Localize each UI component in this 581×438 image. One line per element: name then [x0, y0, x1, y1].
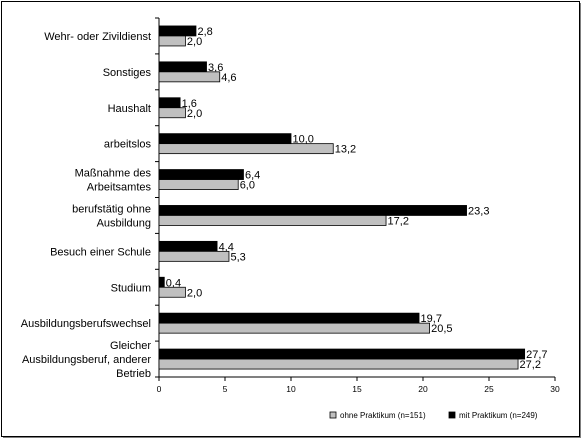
- data-label: 19,7: [421, 313, 442, 325]
- bar-mit-praktikum: [158, 205, 467, 216]
- data-label: 1,6: [182, 98, 197, 110]
- bar-ohne-praktikum: [158, 286, 186, 298]
- category-label: Studium: [111, 282, 151, 294]
- category-label-line: Betrieb: [116, 368, 151, 380]
- bar-mit-praktikum: [158, 133, 292, 145]
- bar-mit-praktikum: [158, 97, 181, 109]
- bar-ohne-praktikum: [158, 250, 230, 262]
- bar-ohne-praktikum: [158, 322, 431, 334]
- category-label: Besuch einer Schule: [50, 246, 151, 258]
- bar-ohne-praktikum: [158, 358, 519, 370]
- data-label: 27,2: [520, 359, 541, 371]
- bar-mit-praktikum: [158, 169, 244, 180]
- data-label: 2,0: [187, 287, 202, 299]
- bar-mit-praktikum: [158, 348, 526, 360]
- data-label: 4,6: [221, 72, 236, 84]
- category-label: arbeitslos: [104, 139, 152, 151]
- category-label-line: Ausbildung: [97, 217, 151, 229]
- legend-swatch-ohne: [329, 411, 337, 419]
- bar-ohne-praktikum: [158, 215, 387, 226]
- data-label: 10,0: [293, 134, 314, 146]
- bar-mit-praktikum: [158, 276, 165, 288]
- x-tick-label: 15: [352, 384, 362, 394]
- category-label-line: Gleicher: [110, 340, 151, 352]
- category-label-line: Haushalt: [108, 103, 151, 115]
- category-label-line: Arbeitsamtes: [87, 182, 152, 194]
- legend-swatch-mit: [448, 411, 456, 419]
- bar-mit-praktikum: [158, 240, 218, 252]
- category-label: Maßnahme des Arbeitsamtes: [75, 168, 152, 194]
- category-label: Sonstiges: [103, 67, 152, 79]
- data-label: 17,2: [388, 215, 409, 227]
- legend-label: mit Praktikum (n=249): [459, 411, 538, 420]
- data-label: 2,0: [187, 36, 202, 48]
- bar-ohne-praktikum: [158, 107, 186, 119]
- category-label: Ausbildungsberufswechsel: [21, 318, 151, 330]
- x-tick-label: 25: [484, 384, 494, 394]
- x-tick-label: 5: [223, 384, 228, 394]
- x-tick-label: 0: [157, 384, 162, 394]
- data-label: 0,4: [166, 277, 181, 289]
- category-label: berufstätig ohne Ausbildung: [72, 203, 151, 229]
- bar-ohne-praktikum: [158, 71, 221, 83]
- data-label: 5,3: [230, 251, 245, 263]
- category-label-line: Studium: [111, 282, 151, 294]
- bar-ohne-praktikum: [158, 143, 334, 155]
- x-tick-label: 30: [550, 384, 560, 394]
- category-label-line: Maßnahme des: [75, 168, 152, 180]
- data-label: 6,0: [240, 180, 255, 192]
- data-label: 23,3: [468, 205, 489, 217]
- data-label: 2,0: [187, 108, 202, 120]
- category-label-line: Sonstiges: [103, 67, 152, 79]
- data-label: 27,7: [526, 349, 547, 361]
- legend-label: ohne Praktikum (n=151): [340, 411, 426, 420]
- data-label: 13,2: [335, 144, 356, 156]
- category-label-line: Ausbildungsberufswechsel: [21, 318, 151, 330]
- category-label-line: Wehr- oder Zivildienst: [44, 31, 151, 43]
- category-label: Gleicher Ausbildungsberuf, anderer Betrieb: [22, 340, 151, 380]
- category-label: Haushalt: [108, 103, 151, 115]
- category-label-line: berufstätig ohne: [72, 203, 151, 215]
- bar-ohne-praktikum: [158, 179, 239, 190]
- category-label-line: Besuch einer Schule: [50, 246, 151, 258]
- bar-mit-praktikum: [158, 61, 207, 73]
- data-label: 2,8: [197, 26, 212, 38]
- bar-mit-praktikum: [158, 25, 197, 37]
- x-tick-label: 20: [418, 384, 428, 394]
- data-label: 3,6: [208, 62, 223, 74]
- category-label-line: arbeitslos: [104, 139, 152, 151]
- data-label: 20,5: [431, 323, 452, 335]
- bar-ohne-praktikum: [158, 35, 186, 47]
- x-tick-label: 10: [286, 384, 296, 394]
- data-label: 6,4: [245, 170, 260, 182]
- category-label: Wehr- oder Zivildienst: [44, 31, 151, 43]
- category-label-line: Ausbildungsberuf, anderer: [22, 354, 151, 366]
- bar-mit-praktikum: [158, 312, 420, 324]
- data-label: 4,4: [219, 241, 234, 253]
